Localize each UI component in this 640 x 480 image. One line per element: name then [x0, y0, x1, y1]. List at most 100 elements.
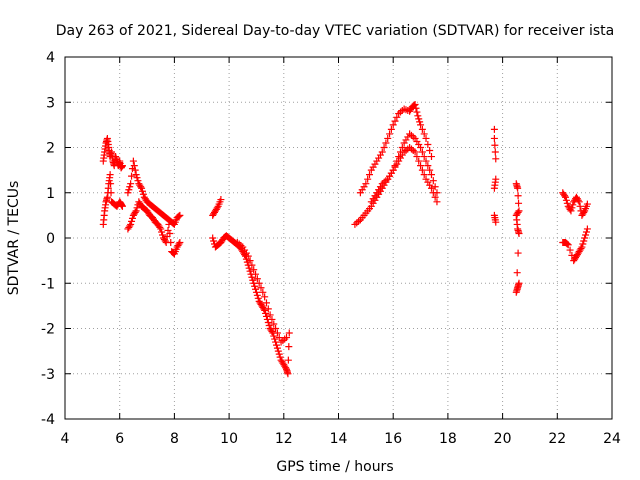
data-point — [417, 144, 425, 151]
data-point — [514, 192, 522, 200]
data-point — [418, 148, 426, 156]
y-axis-label: SDTVAR / TECUs — [6, 181, 22, 296]
data-point — [246, 257, 254, 265]
data-point — [107, 180, 115, 188]
data-point — [490, 125, 498, 133]
data-point — [427, 184, 435, 192]
data-point — [262, 299, 270, 307]
data-point — [583, 200, 591, 208]
x-tick-label: 10 — [220, 431, 238, 447]
data-point — [582, 228, 590, 236]
y-tick-label: -4 — [41, 412, 55, 428]
data-point — [365, 171, 373, 179]
data-point — [128, 214, 136, 222]
data-point — [422, 157, 430, 165]
grid-lines — [65, 57, 612, 419]
data-point — [515, 199, 523, 207]
data-point — [491, 141, 499, 149]
data-point — [118, 162, 126, 170]
x-tick-label: 22 — [548, 431, 566, 447]
data-point — [490, 184, 498, 192]
data-point — [513, 269, 521, 277]
data-point — [566, 246, 574, 254]
data-point — [284, 370, 292, 378]
data-point — [273, 329, 281, 337]
data-point — [261, 293, 269, 301]
data-point — [387, 125, 395, 133]
data-point — [580, 208, 588, 216]
data-point — [264, 318, 272, 326]
data-point — [431, 183, 439, 191]
data-point — [213, 204, 221, 212]
data-point — [490, 134, 498, 142]
data-point — [266, 311, 274, 319]
data-point — [568, 251, 576, 259]
data-point — [273, 344, 281, 352]
data-point — [248, 261, 256, 269]
data-point — [418, 125, 426, 133]
data-point — [167, 239, 175, 247]
data-point — [106, 171, 114, 179]
data-point — [411, 101, 419, 109]
data-point — [564, 241, 572, 249]
data-point — [257, 284, 265, 292]
x-tick-label: 6 — [115, 431, 124, 447]
data-point — [175, 212, 183, 220]
y-tick-label: -3 — [41, 367, 55, 383]
y-tick-label: -1 — [41, 276, 55, 292]
data-point — [429, 189, 437, 197]
data-point — [253, 275, 261, 283]
data-point — [431, 193, 439, 201]
data-point — [389, 121, 397, 129]
data-point — [429, 177, 437, 185]
data-point — [412, 104, 420, 112]
data-point — [157, 225, 165, 233]
data-point — [128, 172, 136, 180]
data-point — [268, 328, 276, 336]
data-point — [132, 171, 140, 179]
data-point — [127, 180, 135, 188]
data-point — [285, 329, 293, 337]
data-point — [161, 237, 169, 245]
data-point — [362, 180, 370, 188]
data-point — [133, 204, 141, 212]
data-point — [391, 117, 399, 125]
data-point — [426, 166, 434, 174]
data-point — [134, 177, 142, 185]
data-point — [413, 153, 421, 161]
data-point — [562, 193, 570, 201]
data-point — [210, 237, 218, 245]
data-point — [271, 335, 279, 343]
data-point — [576, 202, 584, 210]
data-point — [217, 196, 225, 204]
data-point — [156, 223, 164, 231]
data-point — [563, 199, 571, 207]
data-point — [414, 112, 422, 120]
data-point — [581, 234, 589, 242]
data-point — [433, 198, 441, 206]
data-point — [514, 249, 522, 257]
y-tick-label: 3 — [46, 95, 55, 111]
data-point — [276, 353, 284, 361]
data-point — [262, 309, 270, 317]
data-point — [578, 243, 586, 251]
data-point — [128, 217, 136, 225]
data-point — [159, 231, 167, 239]
data-point — [577, 245, 585, 253]
data-point — [579, 240, 587, 248]
data-point — [427, 153, 435, 161]
data-point — [133, 174, 141, 182]
data-point — [250, 266, 258, 274]
data-point — [138, 184, 146, 192]
data-point — [568, 204, 576, 212]
data-point — [285, 343, 293, 351]
data-point — [415, 115, 423, 123]
data-point — [562, 196, 570, 204]
data-point — [575, 198, 583, 206]
data-points — [99, 101, 591, 378]
data-point — [249, 276, 257, 284]
data-point — [515, 229, 523, 237]
data-point — [583, 225, 591, 233]
